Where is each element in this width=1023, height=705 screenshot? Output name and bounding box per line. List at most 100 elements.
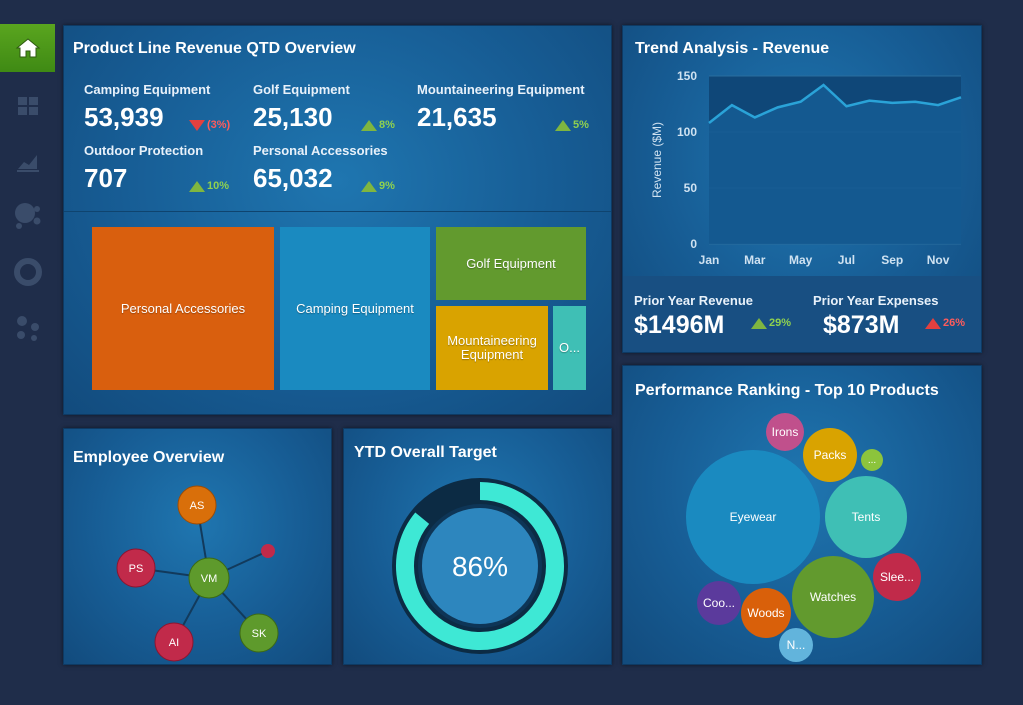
sidebar [0, 0, 55, 705]
employee-node-vm[interactable]: VM [188, 557, 230, 599]
treemap-cell-label: O... [559, 340, 580, 355]
revenue-overview-title: Product Line Revenue QTD Overview [73, 40, 356, 57]
ranking-panel: Performance Ranking - Top 10 Products Ey… [622, 365, 982, 665]
node-label: VM [201, 573, 218, 585]
bubble-label: Watches [809, 590, 857, 604]
prior-expenses-value: $873M [823, 311, 900, 339]
arrow-down-icon [189, 119, 205, 131]
nav-network[interactable] [0, 304, 55, 352]
line-chart-icon [16, 155, 39, 172]
arrow-up-icon [189, 180, 205, 192]
treemap-cell-label: Camping Equipment [296, 300, 414, 316]
kpi-mountaineering-delta-text: 5% [573, 119, 589, 131]
kpi-mountaineering-label: Mountaineering Equipment [417, 82, 585, 97]
bubble-packs[interactable]: Packs [803, 428, 857, 482]
x-tick-label: Mar [744, 253, 766, 267]
arrow-up-icon [925, 317, 941, 329]
trend-title: Trend Analysis - Revenue [635, 40, 830, 57]
kpi-mountaineering-value: 21,635 [417, 102, 497, 132]
employee-panel: Employee Overview AS PS AI SK VM [63, 428, 332, 665]
y-tick-label: 100 [677, 125, 697, 139]
kpi-personal-delta: 9% [361, 180, 395, 192]
bubble-small[interactable]: ... [861, 449, 883, 471]
node-label: AI [169, 637, 179, 649]
bubble-eyewear[interactable]: Eyewear [686, 450, 820, 584]
kpi-personal-label: Personal Accessories [253, 143, 388, 158]
trend-chart: 0 50 100 150 Jan Mar May Jul Sep Nov Revenue ($M) [650, 69, 962, 267]
nav-home[interactable] [0, 24, 55, 72]
bubble-irons[interactable]: Irons [766, 413, 804, 451]
prior-revenue-value: $1496M [634, 311, 725, 339]
gauge-progress-arc [396, 482, 564, 650]
treemap-cell-outdoor-protection[interactable]: O... [553, 306, 586, 390]
employee-node-ai[interactable]: AI [154, 622, 194, 662]
nav-donut[interactable] [0, 248, 55, 296]
y-tick-label: 150 [677, 69, 697, 83]
bubble-watches[interactable]: Watches [792, 556, 874, 638]
employee-node-small[interactable] [261, 544, 275, 558]
kpi-golf-delta: 8% [361, 119, 395, 131]
employee-node-as[interactable]: AS [177, 485, 217, 525]
x-tick-label: May [789, 253, 813, 267]
bubble-tents[interactable]: Tents [825, 476, 907, 558]
kpi-camping-label: Camping Equipment [84, 82, 211, 97]
employee-node-ps[interactable]: PS [116, 548, 156, 588]
bubble-cooking[interactable]: Coo... [697, 581, 741, 625]
kpi-golf-label: Golf Equipment [253, 82, 350, 97]
prior-revenue-label: Prior Year Revenue [634, 293, 753, 308]
kpi-camping-delta-text: (3%) [207, 119, 231, 131]
employee-node-sk[interactable]: SK [239, 613, 279, 653]
bubble-n[interactable]: N... [779, 628, 813, 662]
bubble-label: Woods [747, 606, 785, 620]
trend-panel: Trend Analysis - Revenue 0 50 100 150 Jan Mar… [622, 25, 982, 353]
gauge-value: 86% [452, 551, 508, 582]
bubble-woods[interactable]: Woods [741, 588, 791, 638]
y-axis-label: Revenue ($M) [650, 122, 664, 198]
treemap-cell-camping-equipment[interactable]: Camping Equipment [280, 227, 430, 390]
arrow-up-icon [361, 119, 377, 131]
arrow-up-icon [555, 119, 571, 131]
prior-expenses-delta: 26% [925, 317, 965, 329]
arrow-up-icon [361, 180, 377, 192]
bubble-label: N... [786, 638, 806, 652]
gauge-center [422, 508, 538, 624]
prior-revenue-delta: 29% [751, 317, 791, 329]
trend-summary: Prior Year Revenue $1496M 29% Prior Year… [623, 276, 981, 352]
kpi-golf-value: 25,130 [253, 102, 333, 132]
kpi-personal-value: 65,032 [253, 163, 333, 193]
x-tick-label: Sep [881, 253, 903, 267]
node-label: PS [129, 563, 144, 575]
prior-expenses-delta-text: 26% [943, 317, 966, 329]
kpi-outdoor-delta-text: 10% [207, 180, 230, 192]
x-tick-label: Jul [838, 253, 855, 267]
ytd-title: YTD Overall Target [354, 444, 497, 461]
bubble-sleeping[interactable]: Slee... [873, 553, 921, 601]
bubble-label: Eyewear [729, 510, 777, 524]
divider [64, 211, 611, 212]
ytd-gauge: 86% [392, 478, 568, 654]
node-label: AS [190, 500, 205, 512]
nav-bubbles[interactable] [0, 192, 55, 240]
dashboard-icon [17, 97, 38, 115]
kpi-mountaineering-delta: 5% [555, 119, 589, 131]
ranking-title: Performance Ranking - Top 10 Products [635, 382, 939, 399]
nav-line-chart[interactable] [0, 138, 55, 186]
y-tick-label: 50 [684, 181, 698, 195]
bubble-label: Tents [851, 510, 881, 524]
kpi-outdoor-delta: 10% [189, 180, 229, 192]
bubble-label: Packs [813, 448, 847, 462]
arrow-up-icon [751, 317, 767, 329]
revenue-line [708, 83, 962, 125]
treemap-cell-mountaineering-equipment[interactable]: Mountaineering Equipment [436, 306, 548, 390]
treemap-cell-golf-equipment[interactable]: Golf Equipment [436, 227, 586, 300]
node-label: SK [252, 628, 267, 640]
revenue-area [709, 84, 961, 245]
bubbles-icon [14, 203, 40, 229]
prior-revenue-delta-text: 29% [769, 317, 792, 329]
treemap-cell-personal-accessories[interactable]: Personal Accessories [92, 227, 274, 390]
bubble-label: ... [867, 454, 877, 466]
ytd-panel: YTD Overall Target 86% [343, 428, 612, 665]
bubble-label: Coo... [702, 596, 735, 610]
treemap-cell-label: Golf Equipment [466, 255, 556, 271]
nav-dashboard[interactable] [0, 82, 55, 130]
